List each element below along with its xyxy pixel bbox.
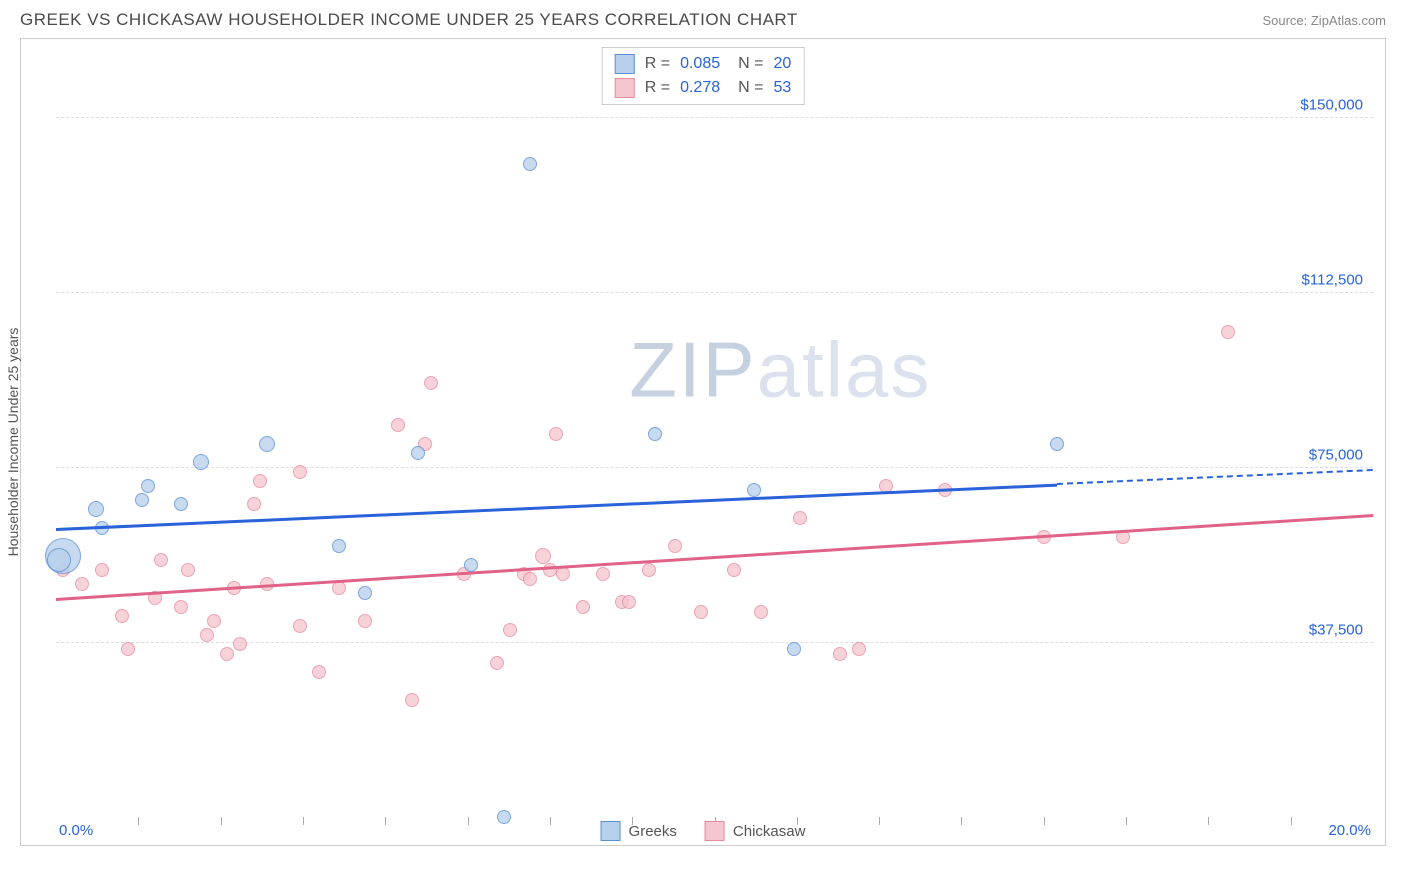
x-tick bbox=[303, 817, 304, 825]
x-axis-label-right: 20.0% bbox=[1328, 822, 1371, 839]
data-point bbox=[490, 656, 504, 670]
data-point bbox=[668, 539, 682, 553]
data-point bbox=[642, 563, 656, 577]
data-point bbox=[622, 595, 636, 609]
x-tick bbox=[550, 817, 551, 825]
data-point bbox=[233, 637, 247, 651]
data-point bbox=[174, 497, 188, 511]
data-point bbox=[1050, 437, 1064, 451]
data-point bbox=[259, 436, 275, 452]
legend-swatch-greeks bbox=[601, 821, 621, 841]
x-tick bbox=[221, 817, 222, 825]
data-point bbox=[747, 483, 761, 497]
x-tick bbox=[1044, 817, 1045, 825]
x-tick bbox=[1291, 817, 1292, 825]
x-tick bbox=[385, 817, 386, 825]
data-point bbox=[358, 614, 372, 628]
data-point bbox=[694, 605, 708, 619]
x-tick bbox=[138, 817, 139, 825]
data-point bbox=[154, 553, 168, 567]
legend-item-greeks: Greeks bbox=[601, 821, 677, 841]
stats-row-chickasaw: R = 0.278 N = 53 bbox=[615, 76, 792, 100]
gridline bbox=[56, 642, 1373, 643]
data-point bbox=[852, 642, 866, 656]
data-point bbox=[1221, 325, 1235, 339]
data-point bbox=[523, 157, 537, 171]
gridline bbox=[56, 467, 1373, 468]
data-point bbox=[121, 642, 135, 656]
trend-line bbox=[56, 514, 1373, 600]
chart-title: GREEK VS CHICKASAW HOUSEHOLDER INCOME UN… bbox=[20, 10, 798, 30]
legend: Greeks Chickasaw bbox=[601, 821, 806, 841]
gridline bbox=[56, 292, 1373, 293]
x-tick bbox=[961, 817, 962, 825]
data-point bbox=[220, 647, 234, 661]
data-point bbox=[75, 577, 89, 591]
legend-item-chickasaw: Chickasaw bbox=[705, 821, 806, 841]
data-point bbox=[543, 563, 557, 577]
x-tick bbox=[1208, 817, 1209, 825]
data-point bbox=[193, 454, 209, 470]
x-axis-label-left: 0.0% bbox=[59, 822, 93, 839]
data-point bbox=[754, 605, 768, 619]
x-tick bbox=[1126, 817, 1127, 825]
data-point bbox=[549, 427, 563, 441]
data-point bbox=[833, 647, 847, 661]
gridline bbox=[56, 117, 1373, 118]
data-point bbox=[115, 609, 129, 623]
data-point bbox=[503, 623, 517, 637]
data-point bbox=[200, 628, 214, 642]
watermark: ZIPatlas bbox=[629, 325, 931, 416]
data-point bbox=[174, 600, 188, 614]
data-point bbox=[293, 619, 307, 633]
data-point bbox=[787, 642, 801, 656]
data-point bbox=[596, 567, 610, 581]
data-point bbox=[312, 665, 326, 679]
data-point bbox=[411, 446, 425, 460]
y-axis-label: Householder Income Under 25 years bbox=[5, 328, 21, 557]
data-point bbox=[141, 479, 155, 493]
data-point bbox=[88, 501, 104, 517]
chart-container: Householder Income Under 25 years ZIPatl… bbox=[20, 38, 1386, 846]
data-point bbox=[135, 493, 149, 507]
data-point bbox=[293, 465, 307, 479]
legend-swatch-chickasaw bbox=[705, 821, 725, 841]
swatch-chickasaw bbox=[615, 78, 635, 98]
x-tick bbox=[468, 817, 469, 825]
y-tick-label: $112,500 bbox=[1302, 272, 1363, 289]
data-point bbox=[727, 563, 741, 577]
data-point bbox=[793, 511, 807, 525]
data-point bbox=[95, 563, 109, 577]
data-point bbox=[576, 600, 590, 614]
data-point bbox=[648, 427, 662, 441]
data-point bbox=[523, 572, 537, 586]
data-point bbox=[405, 693, 419, 707]
data-point bbox=[207, 614, 221, 628]
data-point bbox=[497, 810, 511, 824]
y-tick-label: $150,000 bbox=[1300, 97, 1363, 114]
data-point bbox=[181, 563, 195, 577]
x-tick bbox=[879, 817, 880, 825]
data-point bbox=[424, 376, 438, 390]
data-point bbox=[332, 539, 346, 553]
data-point bbox=[556, 567, 570, 581]
trend-line bbox=[56, 483, 1057, 530]
trend-line bbox=[1057, 469, 1373, 485]
stats-row-greeks: R = 0.085 N = 20 bbox=[615, 52, 792, 76]
data-point bbox=[253, 474, 267, 488]
y-tick-label: $37,500 bbox=[1309, 622, 1363, 639]
data-point bbox=[47, 548, 71, 572]
data-point bbox=[391, 418, 405, 432]
data-point bbox=[535, 548, 551, 564]
stats-box: R = 0.085 N = 20 R = 0.278 N = 53 bbox=[602, 47, 805, 105]
data-point bbox=[464, 558, 478, 572]
chart-header: GREEK VS CHICKASAW HOUSEHOLDER INCOME UN… bbox=[0, 0, 1406, 38]
swatch-greeks bbox=[615, 54, 635, 74]
plot-area: ZIPatlas $37,500 $75,000 $112,500 $150,000 bbox=[56, 47, 1373, 817]
chart-source: Source: ZipAtlas.com bbox=[1262, 13, 1386, 28]
y-tick-label: $75,000 bbox=[1309, 447, 1363, 464]
data-point bbox=[358, 586, 372, 600]
data-point bbox=[332, 581, 346, 595]
data-point bbox=[247, 497, 261, 511]
